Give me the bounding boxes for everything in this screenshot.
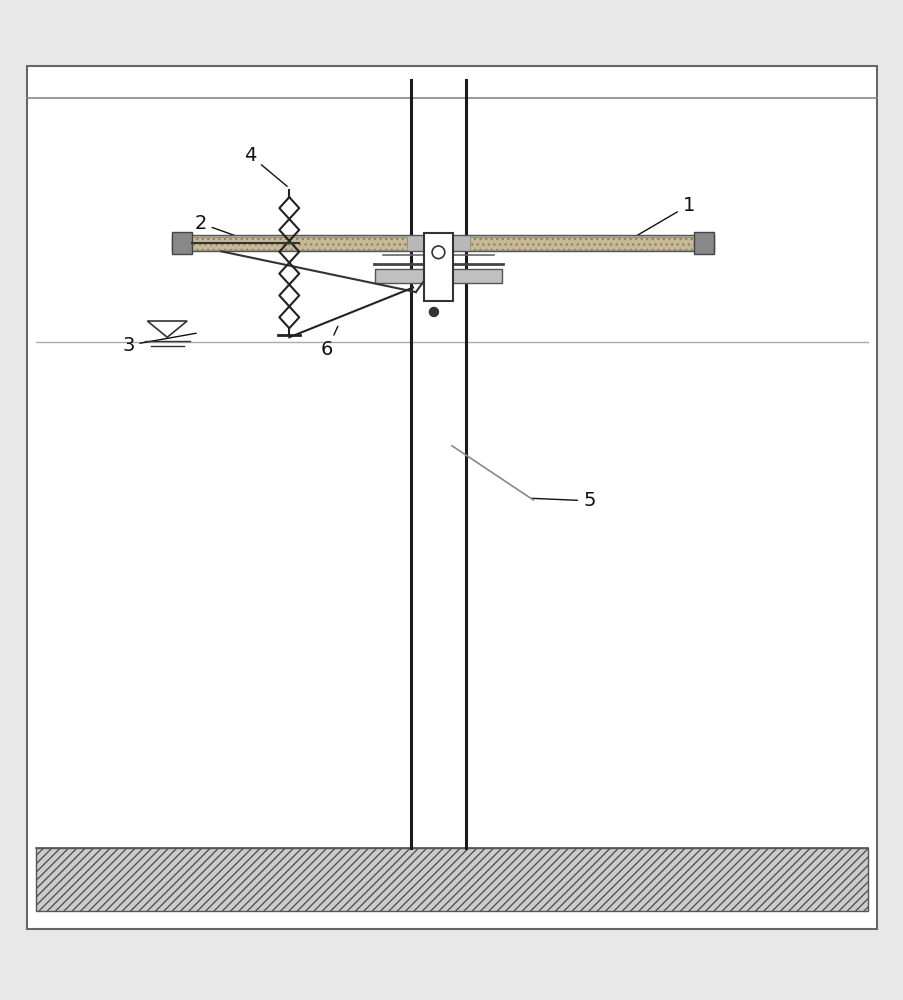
Text: 1: 1 (626, 196, 694, 242)
Bar (172, 235, 713, 251)
Text: 6: 6 (321, 326, 338, 359)
Circle shape (429, 307, 438, 316)
Bar (470, 237, 695, 250)
Polygon shape (147, 321, 187, 337)
Text: 2: 2 (194, 214, 276, 250)
Text: 3: 3 (122, 333, 196, 355)
Bar (424, 233, 452, 301)
Bar (36, 848, 867, 911)
Bar (190, 237, 406, 250)
Bar (190, 237, 406, 250)
Bar (375, 269, 501, 283)
Text: 4: 4 (244, 146, 287, 186)
Bar (694, 232, 713, 254)
Text: 5: 5 (531, 491, 595, 510)
Bar (172, 232, 191, 254)
